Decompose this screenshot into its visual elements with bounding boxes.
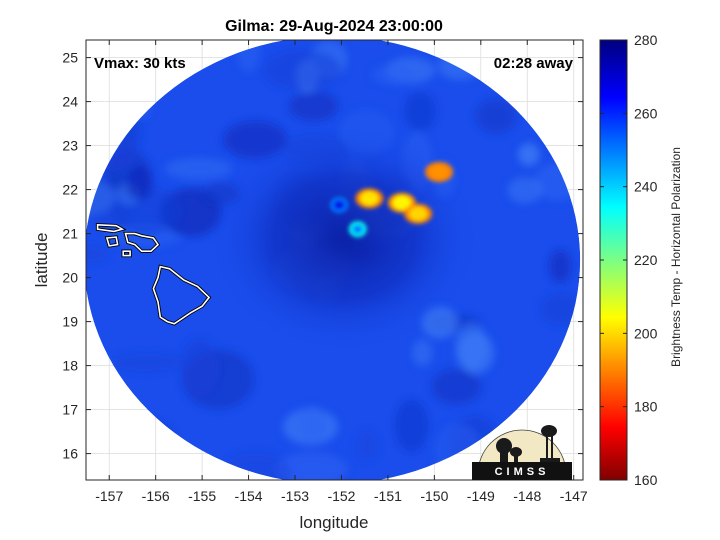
y-tick-label: 23 <box>62 138 78 154</box>
swath-texture-blob <box>371 64 416 86</box>
swath-texture-blob <box>541 293 581 325</box>
colorbar-tick-label: 160 <box>634 472 658 488</box>
swath-texture-blob <box>111 353 183 371</box>
x-tick-label: -153 <box>281 488 309 504</box>
swath-texture-blob <box>86 246 109 263</box>
swath-texture-blob <box>411 339 433 367</box>
swath-texture-blob <box>180 339 219 396</box>
logo-tower-icon <box>541 425 557 437</box>
time-away-label: 02:28 away <box>494 55 574 72</box>
colorbar-tick-label: 240 <box>634 179 658 195</box>
island-outline <box>124 232 160 252</box>
swath-texture-blob <box>289 91 339 121</box>
colorbar-tick-label: 260 <box>634 105 658 121</box>
swath-texture-blob <box>507 176 543 204</box>
y-tick-label: 22 <box>62 182 78 198</box>
colorbar-tick-label: 200 <box>634 325 658 341</box>
swath-texture-blob <box>394 399 429 452</box>
y-tick-label: 20 <box>62 270 78 286</box>
x-axis-label: longitude <box>299 513 368 532</box>
colorbar-label: Brightness Temp - Horizontal Polarizatio… <box>669 147 683 367</box>
cold-cloud-spots <box>330 162 454 238</box>
x-tick-label: -147 <box>560 488 588 504</box>
swath-texture-blob <box>263 49 342 91</box>
swath-texture-blob <box>455 322 488 371</box>
axes-frame <box>85 39 584 481</box>
y-tick-label: 18 <box>62 358 78 374</box>
colorbar-tick-label: 280 <box>634 32 658 48</box>
axis-ticks: -157 -156 -155 -154 -153 -152 -151 -150 -149 -148… <box>62 40 588 504</box>
logo-text: CIMSS <box>495 466 550 478</box>
island-outline <box>105 236 119 247</box>
cimss-logo: CIMSS <box>472 425 572 480</box>
plot-title: Gilma: 29-Aug-2024 23:00:00 <box>225 18 443 35</box>
hawaii-coastlines <box>95 223 212 326</box>
x-tick-label: -155 <box>188 488 216 504</box>
swath-texture-blob <box>475 98 517 134</box>
swath-texture-blob <box>549 249 572 284</box>
swath-texture-blob <box>356 430 378 461</box>
swath-texture-blob <box>274 452 349 480</box>
cloud-spot <box>360 191 379 206</box>
swath-texture-blob <box>517 143 540 166</box>
island-outline <box>152 265 211 325</box>
swath-texture-blob <box>403 91 436 132</box>
colorbar-ticks: 160 180 200 220 240 260 280 <box>600 32 658 488</box>
island-outline <box>122 250 131 257</box>
swath-texture-blob <box>431 368 482 405</box>
cloud-spot-core <box>355 226 361 232</box>
island-outline <box>96 223 125 233</box>
colorbar-tick-label: 180 <box>634 399 658 415</box>
x-tick-label: -149 <box>467 488 495 504</box>
x-tick-label: -152 <box>327 488 355 504</box>
vmax-label: Vmax: 30 kts <box>94 55 186 72</box>
y-tick-label: 25 <box>62 50 78 66</box>
swath-texture-blob <box>164 157 233 180</box>
x-tick-label: -151 <box>374 488 402 504</box>
x-tick-label: -154 <box>235 488 263 504</box>
storm-center <box>214 128 475 348</box>
y-tick-label: 16 <box>62 446 78 462</box>
y-tick-label: 17 <box>62 402 78 418</box>
colorbar <box>599 39 628 481</box>
cloud-spot-core <box>336 202 342 208</box>
y-tick-label: 21 <box>62 226 78 242</box>
cloud-spot <box>430 165 449 179</box>
x-tick-label: -148 <box>513 488 541 504</box>
microwave-swath <box>86 40 581 480</box>
cloud-spot <box>409 206 428 221</box>
x-tick-label: -150 <box>420 488 448 504</box>
cloud-spot <box>392 195 411 210</box>
x-tick-label: -157 <box>95 488 123 504</box>
swath-texture-blob <box>127 165 154 201</box>
swath-texture-blob <box>299 404 326 443</box>
y-tick-label: 19 <box>62 314 78 330</box>
x-tick-label: -156 <box>142 488 170 504</box>
y-tick-label: 24 <box>62 94 78 110</box>
colorbar-tick-label: 220 <box>634 252 658 268</box>
y-axis-label: latitude <box>32 233 51 288</box>
